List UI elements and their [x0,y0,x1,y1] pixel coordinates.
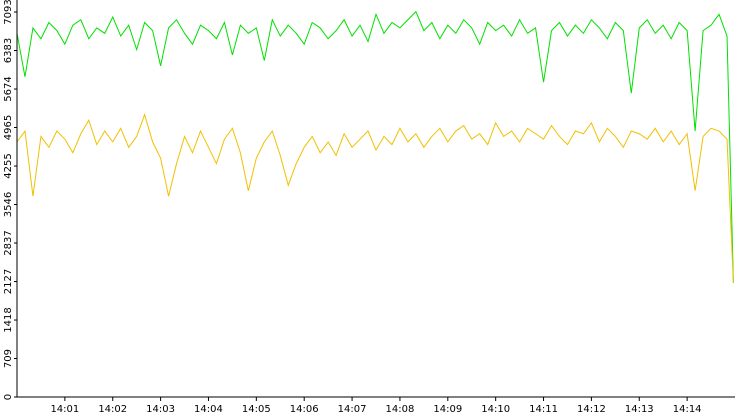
x-tick-label: 14:04 [194,404,223,415]
y-tick-label: 5674 [3,76,14,101]
y-tick-label: 1418 [3,307,14,332]
series-line [16,10,734,284]
y-tick-label: 6383 [3,38,14,63]
y-tick-label: 4965 [3,115,14,140]
x-tick-label: 14:08 [386,404,415,415]
y-tick-label: 7093 [3,0,14,25]
x-tick-label: 14:01 [50,404,79,415]
y-tick-label: 709 [3,349,14,368]
x-tick-label: 14:03 [146,404,175,415]
x-tick-label: 14:14 [673,404,702,415]
y-tick-label: 2127 [3,269,14,294]
x-tick-label: 14:11 [529,404,558,415]
x-tick-label: 14:02 [98,404,127,415]
x-tick-label: 14:05 [242,404,271,415]
y-tick-label: 0 [3,394,14,400]
x-tick-label: 14:07 [338,404,367,415]
y-tick-label: 4255 [3,153,14,178]
series-line [16,113,734,284]
y-tick-label: 2837 [3,230,14,255]
x-tick-label: 14:09 [433,404,462,415]
x-tick-label: 14:10 [481,404,510,415]
y-tick-label: 3546 [3,192,14,217]
x-tick-label: 14:06 [290,404,319,415]
x-tick-label: 14:12 [577,404,606,415]
x-tick-label: 14:13 [625,404,654,415]
